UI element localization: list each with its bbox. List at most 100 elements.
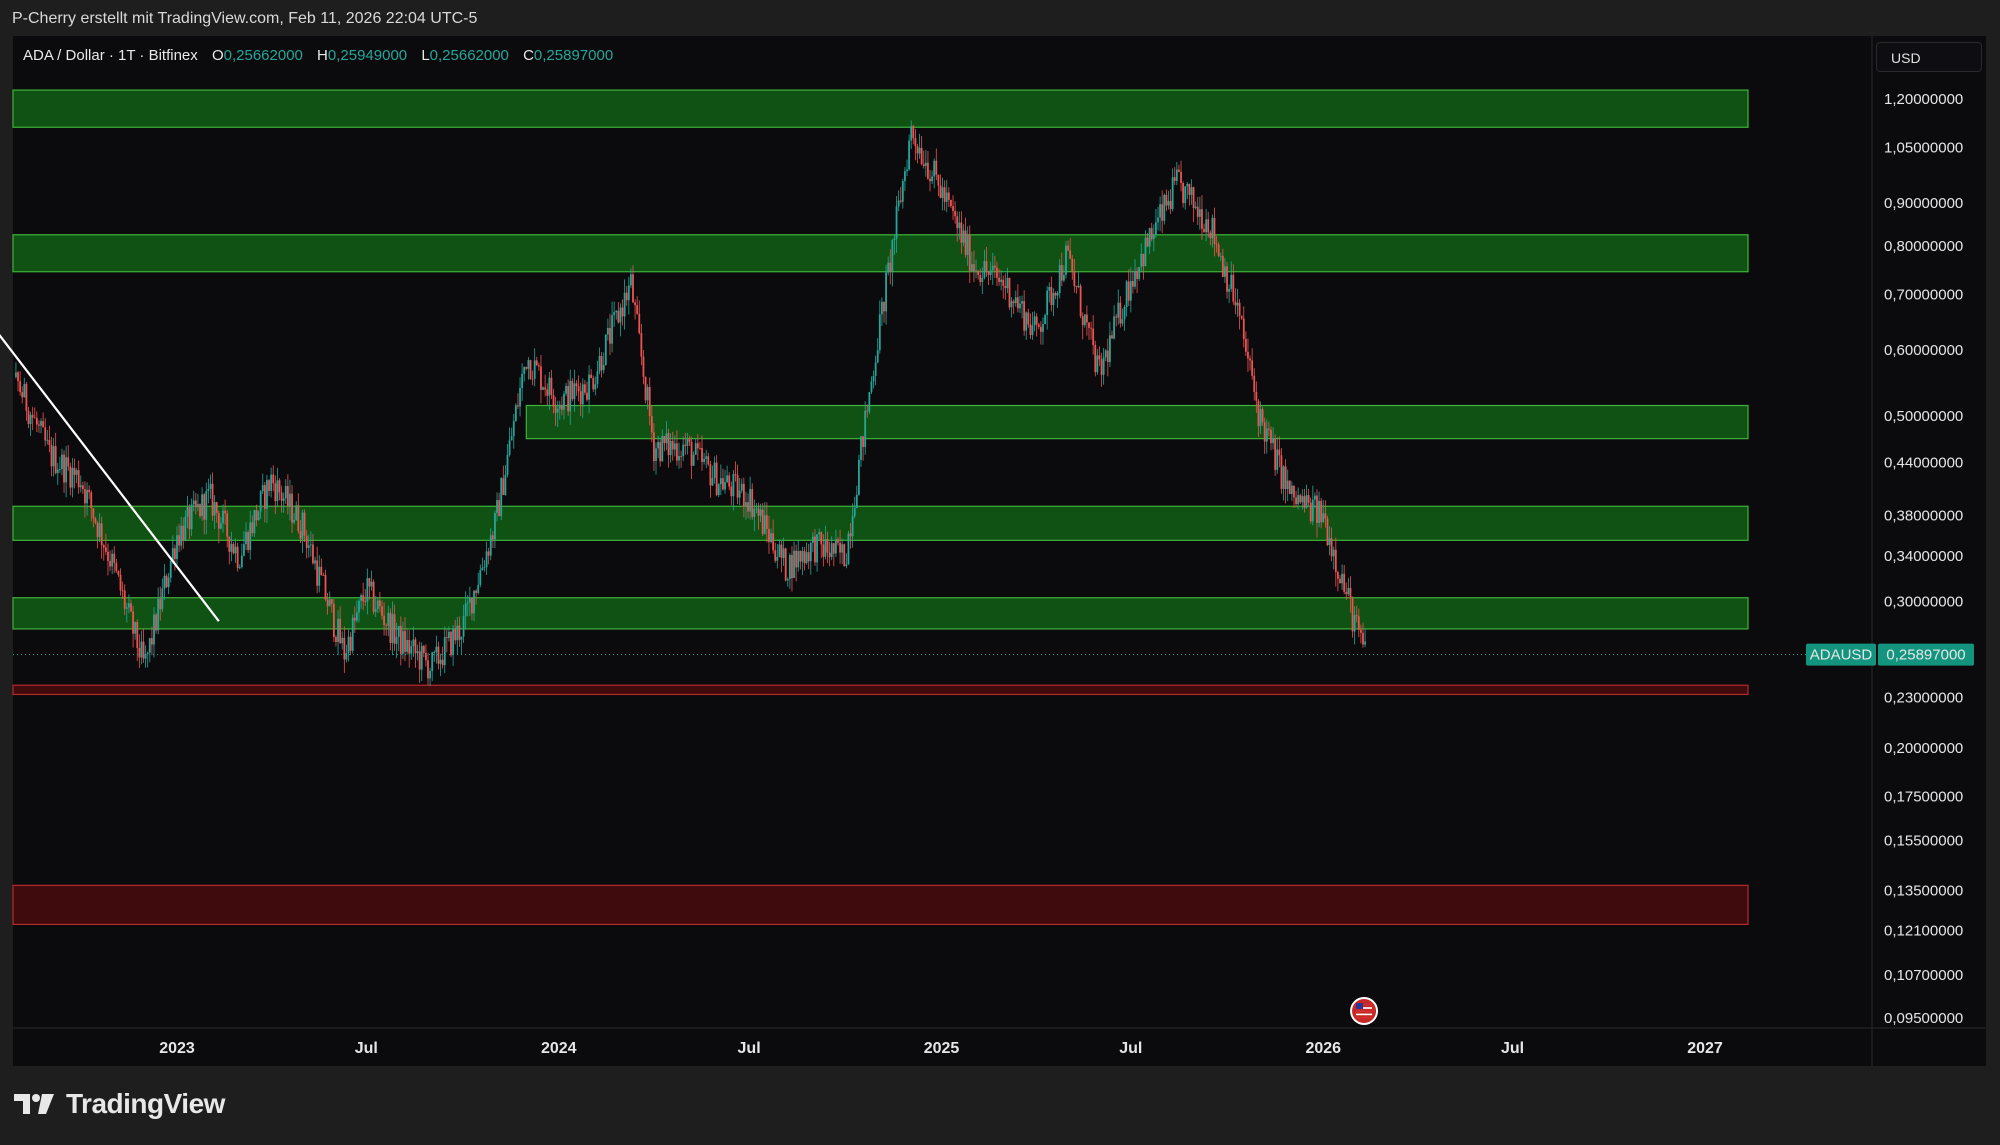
candle-body: [1259, 409, 1262, 427]
candle-body: [21, 392, 24, 398]
candle-body: [90, 492, 93, 509]
candle-body: [1205, 219, 1208, 233]
candle-body: [1192, 187, 1195, 209]
candle-body: [989, 270, 992, 275]
candle-body: [1054, 292, 1057, 296]
candle-body: [1186, 183, 1189, 187]
candle-body: [1029, 324, 1032, 335]
candle-body: [1016, 297, 1019, 309]
candle-body: [460, 636, 463, 640]
candle-body: [834, 539, 837, 554]
candle-body: [711, 477, 714, 486]
support-zone: [12, 884, 1749, 926]
candle-body: [1050, 287, 1053, 306]
candle-body: [927, 162, 929, 179]
tradingview-brand[interactable]: TradingView: [14, 1088, 225, 1120]
tradingview-logo-icon: [14, 1094, 54, 1114]
y-tick-label: 0,50000000: [1884, 408, 1963, 425]
candle-body: [945, 192, 948, 202]
candle-body: [510, 436, 513, 441]
candle-body: [981, 277, 984, 282]
currency-selector[interactable]: USD: [1876, 42, 1982, 72]
candle-body: [669, 440, 672, 456]
us-flag-event-icon[interactable]: [1350, 997, 1379, 1025]
candle-body: [1136, 271, 1138, 280]
candle-body: [458, 625, 461, 640]
candle-body: [537, 365, 540, 367]
candle-body: [435, 646, 438, 653]
candle-body: [1339, 578, 1341, 584]
candle-body: [1046, 290, 1049, 316]
candle-body: [870, 381, 873, 393]
candle-body: [1184, 186, 1187, 204]
candle-body: [1098, 355, 1101, 360]
candle-body: [1019, 303, 1021, 309]
candle-body: [111, 553, 114, 567]
price-chart[interactable]: ADAUSD 0,25897000 1,20000000 1,05000000 0,90…: [0, 0, 2000, 1080]
candle-body: [38, 424, 40, 426]
candle-body: [583, 384, 586, 393]
candle-body: [1031, 325, 1034, 335]
candle-body: [418, 651, 421, 670]
open-label: O: [211, 47, 224, 64]
candle-body: [261, 485, 264, 492]
candle-body: [56, 469, 59, 474]
candle-body: [1230, 274, 1233, 289]
candle-body: [646, 387, 649, 401]
candle-body: [799, 551, 802, 562]
candle-body: [719, 478, 722, 485]
candle-body: [665, 433, 668, 444]
candle-body: [1044, 315, 1046, 325]
candle-body: [841, 544, 844, 553]
candle-body: [456, 625, 459, 641]
candle-body: [887, 262, 890, 273]
candle-body: [521, 373, 524, 388]
y-tick-label: 0,09500000: [1884, 1010, 1963, 1027]
candle-body: [1201, 209, 1203, 229]
candle-body: [349, 636, 352, 651]
candle-body: [1351, 598, 1354, 632]
candle-body: [579, 391, 582, 405]
candle-body: [914, 138, 917, 147]
candle-body: [1134, 271, 1136, 287]
candle-body: [1004, 285, 1007, 289]
candle-body: [326, 599, 329, 607]
x-tick-label: Jul: [355, 1040, 378, 1057]
candle-body: [1002, 279, 1005, 286]
candle-body: [640, 333, 643, 357]
candle-body: [630, 274, 632, 286]
candle-body: [1255, 391, 1258, 401]
candle-body: [506, 454, 509, 475]
candle-body: [115, 562, 118, 571]
candle-body: [692, 454, 695, 466]
candle-body: [427, 660, 429, 679]
candle-body: [1090, 327, 1092, 329]
symbol-title[interactable]: ADA / Dollar · 1T · Bitfinex: [23, 47, 198, 64]
candle-body: [498, 500, 501, 516]
candle-body: [332, 603, 335, 638]
candle-body: [1309, 502, 1312, 522]
candle-body: [609, 327, 611, 344]
candle-body: [962, 230, 965, 243]
candle-body: [763, 515, 766, 534]
candle-body: [508, 440, 511, 455]
candle-body: [818, 532, 821, 535]
candle-body: [1249, 358, 1251, 361]
x-tick-label: Jul: [738, 1040, 761, 1057]
candle-body: [623, 292, 626, 317]
candle-body: [502, 478, 505, 495]
resistance-zone: [12, 505, 1749, 541]
candle-body: [397, 625, 400, 637]
candle-body: [257, 511, 260, 521]
candle-body: [667, 433, 670, 456]
candle-body: [1190, 187, 1193, 195]
candle-body: [1188, 183, 1191, 195]
candle-body: [1196, 206, 1199, 217]
candle-body: [366, 578, 369, 602]
candle-body: [795, 550, 798, 568]
candle-body: [67, 457, 70, 467]
candle-body: [1267, 428, 1270, 430]
brand-name: TradingView: [66, 1088, 225, 1119]
candle-body: [765, 515, 768, 529]
candle-body: [1219, 255, 1222, 257]
